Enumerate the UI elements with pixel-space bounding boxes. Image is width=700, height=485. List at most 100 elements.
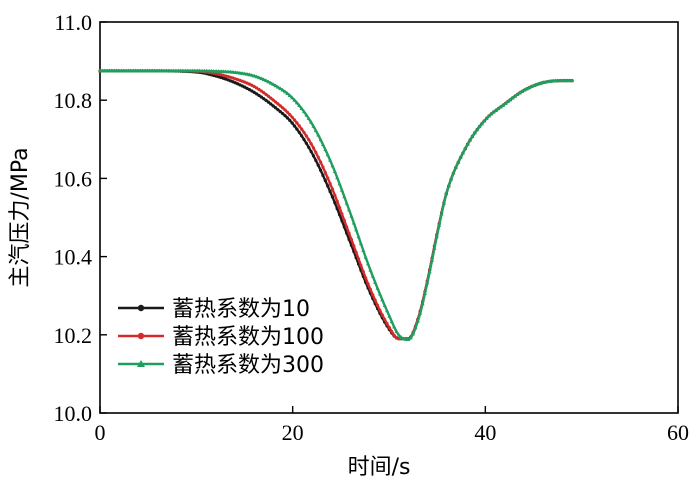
data-point — [297, 130, 301, 134]
data-point — [470, 134, 475, 138]
data-point — [380, 313, 384, 317]
x-axis-ticks: 0 20 40 60 — [95, 406, 689, 445]
data-point — [487, 113, 492, 118]
data-point — [345, 225, 349, 229]
data-point — [368, 267, 373, 272]
data-point — [460, 150, 465, 155]
data-point — [300, 134, 304, 138]
data-point — [314, 150, 318, 155]
data-point — [333, 201, 337, 205]
data-point — [427, 269, 432, 274]
data-point — [437, 223, 442, 227]
data-point — [413, 325, 418, 330]
data-point — [256, 75, 261, 80]
data-point — [318, 168, 323, 172]
data-point — [300, 127, 304, 131]
data-point — [354, 250, 358, 255]
data-point — [245, 71, 250, 76]
data-point — [420, 301, 425, 306]
data-point — [283, 108, 287, 112]
data-point — [472, 130, 477, 135]
data-point — [328, 189, 332, 194]
data-point — [356, 234, 361, 239]
data-point — [349, 214, 354, 218]
data-point — [288, 118, 292, 122]
data-point — [325, 152, 330, 157]
data-point — [517, 90, 522, 95]
data-point — [337, 181, 342, 186]
data-point — [240, 84, 244, 88]
data-point — [468, 137, 473, 142]
data-point — [302, 137, 306, 142]
y-tick-label: 10.2 — [54, 323, 93, 348]
data-point — [249, 73, 254, 77]
data-point — [297, 103, 302, 108]
data-point — [283, 114, 287, 118]
data-point — [283, 89, 288, 94]
data-point — [247, 88, 252, 92]
data-point — [396, 332, 401, 337]
data-point — [285, 116, 289, 120]
data-point — [288, 112, 292, 117]
data-point — [299, 106, 304, 110]
data-point — [477, 124, 482, 129]
data-point — [351, 220, 356, 225]
data-point — [326, 176, 330, 180]
legend-label: 蓄热系数为10 — [172, 297, 310, 322]
data-point — [266, 100, 271, 104]
data-point — [237, 70, 242, 75]
data-point — [330, 163, 335, 168]
data-point — [313, 128, 318, 133]
data-point — [290, 115, 294, 119]
data-point — [524, 86, 529, 91]
data-point — [311, 124, 316, 128]
data-point — [316, 155, 320, 159]
data-point — [527, 85, 532, 90]
data-point — [264, 98, 268, 102]
data-point — [269, 102, 273, 106]
data-point — [444, 191, 449, 196]
y-axis-ticks: 10.0 10.2 10.4 10.6 10.8 11.0 — [54, 10, 107, 426]
plot-border — [99, 21, 679, 414]
data-point — [347, 231, 351, 235]
data-point — [276, 102, 280, 106]
x-axis-title: 时间/s — [348, 455, 411, 480]
data-point — [292, 97, 297, 102]
data-point — [489, 111, 494, 116]
data-point — [359, 263, 363, 268]
data-point — [335, 199, 339, 203]
legend-label: 蓄热系数为300 — [172, 353, 324, 378]
data-point — [508, 97, 513, 102]
data-point — [430, 257, 435, 262]
data-point — [406, 337, 411, 341]
data-point — [278, 104, 282, 108]
data-point — [262, 97, 266, 101]
data-point — [441, 201, 446, 205]
y-tick-label: 10.6 — [54, 166, 93, 191]
data-point — [408, 335, 413, 340]
data-point — [366, 261, 371, 266]
data-point — [449, 176, 454, 181]
data-point — [245, 86, 249, 90]
data-point — [294, 100, 299, 105]
data-point — [304, 112, 309, 117]
data-point — [278, 109, 282, 114]
data-point — [482, 118, 487, 123]
data-point — [242, 71, 247, 76]
data-point — [446, 183, 451, 188]
data-point — [301, 109, 306, 114]
data-point — [394, 329, 399, 334]
data-point — [273, 100, 278, 104]
data-point — [330, 195, 335, 199]
data-point — [259, 89, 263, 93]
data-point — [309, 149, 313, 154]
legend-label: 蓄热系数为100 — [172, 325, 324, 350]
data-point — [370, 274, 375, 278]
data-point — [425, 280, 430, 285]
data-point — [368, 287, 373, 292]
data-point — [373, 298, 377, 302]
data-point — [321, 165, 325, 169]
data-point — [479, 121, 484, 126]
data-point — [432, 246, 437, 250]
y-tick-label: 10.0 — [54, 401, 93, 426]
